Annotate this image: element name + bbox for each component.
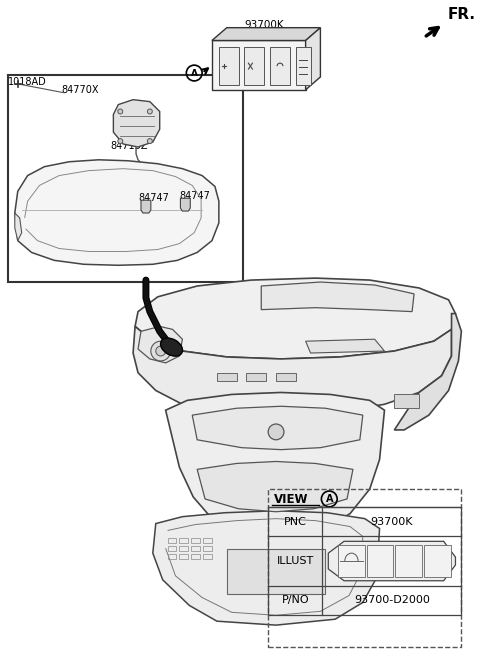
Circle shape xyxy=(147,138,152,144)
Text: 84747: 84747 xyxy=(180,191,210,202)
Text: 93700K: 93700K xyxy=(371,517,413,527)
Polygon shape xyxy=(166,393,384,536)
Polygon shape xyxy=(15,159,219,266)
Bar xyxy=(219,47,239,85)
Text: 93700-D2000: 93700-D2000 xyxy=(354,596,430,606)
Polygon shape xyxy=(15,213,22,241)
Circle shape xyxy=(151,341,170,361)
Bar xyxy=(227,549,325,594)
Bar xyxy=(168,554,177,559)
Polygon shape xyxy=(212,28,321,40)
Polygon shape xyxy=(261,282,414,312)
Text: 84715Z: 84715Z xyxy=(110,141,148,151)
Polygon shape xyxy=(135,278,456,359)
Circle shape xyxy=(118,138,123,144)
Bar xyxy=(180,546,188,551)
Text: PNC: PNC xyxy=(284,517,307,527)
Text: A: A xyxy=(325,494,333,504)
Bar xyxy=(203,554,212,559)
Text: FR.: FR. xyxy=(447,7,476,22)
Circle shape xyxy=(118,109,123,114)
Polygon shape xyxy=(141,200,151,213)
Bar xyxy=(191,538,200,543)
Bar xyxy=(270,47,290,85)
Polygon shape xyxy=(212,40,306,90)
Bar xyxy=(191,554,200,559)
Polygon shape xyxy=(328,541,456,581)
Text: 84770X: 84770X xyxy=(61,85,98,95)
Bar xyxy=(217,373,237,381)
Polygon shape xyxy=(138,326,182,363)
Polygon shape xyxy=(306,28,321,90)
Bar xyxy=(296,47,311,85)
Polygon shape xyxy=(395,314,461,430)
Circle shape xyxy=(156,346,166,356)
Polygon shape xyxy=(153,511,380,625)
Circle shape xyxy=(147,109,152,114)
Bar xyxy=(168,538,177,543)
Bar xyxy=(268,489,461,647)
Bar xyxy=(180,554,188,559)
Bar xyxy=(180,538,188,543)
Bar xyxy=(396,545,422,577)
Bar xyxy=(367,545,394,577)
Text: P/NO: P/NO xyxy=(281,596,309,606)
Bar xyxy=(268,507,461,616)
Polygon shape xyxy=(113,100,160,147)
Bar xyxy=(203,546,212,551)
Text: VIEW: VIEW xyxy=(274,493,309,506)
Polygon shape xyxy=(306,339,384,353)
Text: 1018AD: 1018AD xyxy=(8,77,47,87)
Text: 1249EB: 1249EB xyxy=(118,125,156,134)
Bar xyxy=(424,545,451,577)
Bar xyxy=(338,545,365,577)
Polygon shape xyxy=(180,198,190,211)
Polygon shape xyxy=(197,461,353,512)
Bar xyxy=(395,395,419,408)
Text: ILLUST: ILLUST xyxy=(276,556,314,566)
Bar xyxy=(203,538,212,543)
Bar xyxy=(191,546,200,551)
Text: A: A xyxy=(191,69,198,78)
Bar xyxy=(246,373,266,381)
Bar xyxy=(276,373,296,381)
Bar xyxy=(8,75,242,282)
Polygon shape xyxy=(192,406,363,449)
Bar xyxy=(168,546,177,551)
Bar xyxy=(244,47,264,85)
Polygon shape xyxy=(133,326,452,415)
Text: 93700K: 93700K xyxy=(244,20,284,30)
Circle shape xyxy=(268,424,284,440)
Text: 84747: 84747 xyxy=(138,193,169,204)
Ellipse shape xyxy=(161,338,182,356)
